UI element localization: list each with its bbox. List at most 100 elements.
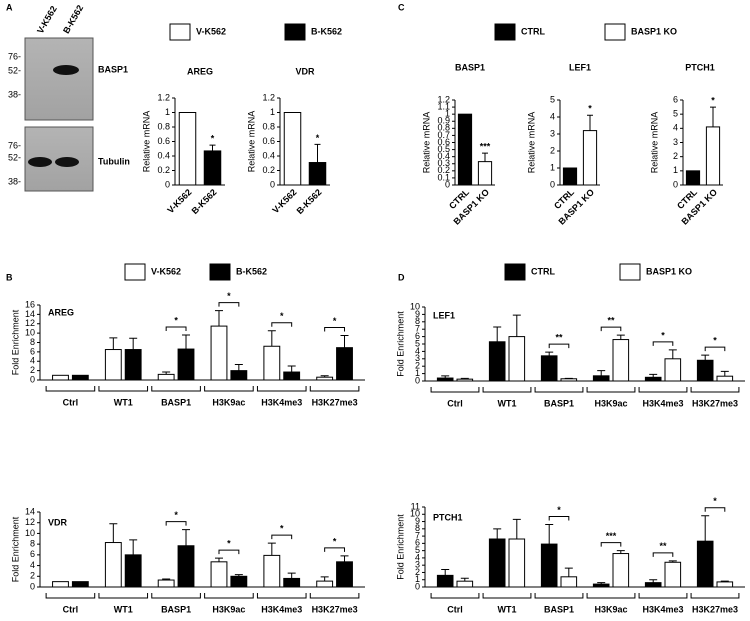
error-bar	[162, 371, 171, 375]
error-bar	[564, 567, 573, 577]
marker-label: 38-	[8, 176, 21, 186]
y-tick-label: 6	[673, 94, 678, 104]
x-tick-label: H3K4me3	[261, 397, 302, 407]
marker-label: 52-	[8, 152, 21, 162]
y-tick-label: 0	[415, 375, 420, 385]
group-bracket	[690, 593, 740, 599]
bar	[177, 545, 195, 588]
significance: *	[174, 510, 178, 520]
x-tick-label: H3K9ac	[594, 604, 627, 614]
significance: *	[174, 315, 178, 325]
significance: *	[227, 291, 231, 301]
y-tick-label: 5	[673, 109, 678, 119]
legend-label: BASP1 KO	[631, 26, 677, 36]
legend-swatch	[504, 263, 526, 281]
significance-bracket	[271, 534, 293, 540]
significance: **	[555, 333, 563, 343]
x-tick-label: H3K4me3	[261, 604, 302, 614]
bar	[477, 161, 493, 186]
significance: *	[557, 505, 561, 515]
y-tick-label: 0.4	[437, 151, 450, 161]
error-bar	[340, 334, 349, 348]
x-tick-label: H3K9ac	[594, 398, 627, 408]
error-bar	[234, 574, 243, 577]
y-tick-label: 10	[25, 528, 35, 538]
y-tick-label: 3	[550, 128, 555, 138]
legend-label: CTRL	[531, 266, 555, 276]
y-tick-label: 10	[410, 509, 420, 519]
significance-bracket	[548, 515, 570, 521]
group-bracket	[256, 386, 307, 392]
y-axis-label: Relative mRNA	[246, 111, 256, 173]
error-bar	[460, 577, 469, 582]
bar	[685, 170, 701, 186]
y-tick-label: 0.2	[157, 165, 170, 175]
bar	[124, 554, 142, 588]
significance: *	[211, 134, 215, 144]
bar	[696, 540, 714, 588]
group-bracket	[151, 386, 201, 392]
error-bar	[287, 572, 296, 579]
x-tick-label: BASP1	[544, 604, 574, 614]
error-bar	[649, 579, 658, 583]
x-tick-label: V-K562	[165, 187, 193, 215]
bar	[664, 358, 682, 382]
significance: *	[316, 133, 320, 143]
bar	[336, 561, 353, 588]
y-tick-label: 0.7	[437, 130, 450, 140]
legend-label: B-K562	[236, 266, 267, 276]
significance: *	[333, 316, 337, 326]
x-tick-label: V-K562	[270, 187, 298, 215]
error-bar	[182, 529, 191, 546]
x-tick-label: H3K9ac	[212, 604, 245, 614]
error-bar	[109, 337, 118, 350]
group-bracket	[534, 387, 584, 393]
y-tick-label: 0.6	[437, 137, 450, 147]
bar	[52, 581, 69, 588]
bar	[592, 583, 610, 588]
significance-bracket	[271, 322, 293, 327]
significance-bracket	[652, 341, 674, 346]
y-tick-label: 8	[30, 539, 35, 549]
bar	[644, 376, 662, 382]
bar	[157, 579, 175, 588]
legend-swatch	[284, 23, 306, 41]
y-axis-label: Relative mRNA	[526, 112, 536, 174]
marker-label: 52-	[8, 65, 21, 75]
y-tick-label: 0.5	[437, 144, 450, 154]
bar	[203, 150, 222, 186]
y-tick-label: 7	[415, 530, 420, 540]
group-bracket	[256, 593, 307, 599]
blot-band	[55, 157, 79, 167]
x-tick-label: Ctrl	[447, 604, 463, 614]
blot-band	[53, 65, 79, 75]
significance: *	[713, 496, 717, 506]
significance: **	[607, 315, 615, 325]
y-tick-label: 3	[673, 137, 678, 147]
y-tick-label: 6	[415, 538, 420, 548]
error-bar	[668, 349, 677, 359]
y-tick-label: 1.2	[157, 92, 170, 102]
y-tick-label: 4	[30, 356, 35, 366]
y-tick-label: 2	[415, 361, 420, 371]
y-tick-label: 4	[673, 123, 678, 133]
bar	[263, 345, 281, 381]
significance: *	[713, 335, 717, 345]
bar	[263, 554, 281, 588]
y-tick-label: 10	[25, 328, 35, 338]
error-bar	[182, 334, 191, 350]
error-bar	[597, 582, 606, 585]
error-bar	[720, 370, 729, 377]
panel-label: A	[6, 2, 13, 12]
bar	[308, 162, 327, 186]
y-tick-label: 4	[550, 111, 555, 121]
error-bar	[214, 310, 223, 327]
y-tick-label: 12	[25, 318, 35, 328]
legend-label: CTRL	[521, 26, 545, 36]
x-tick-label: B-K562	[190, 187, 219, 216]
bar	[582, 130, 598, 186]
y-tick-label: 0.8	[157, 121, 170, 131]
x-tick-label: BASP1	[544, 398, 574, 408]
bar	[540, 355, 558, 382]
y-tick-label: 1.2	[437, 94, 450, 104]
